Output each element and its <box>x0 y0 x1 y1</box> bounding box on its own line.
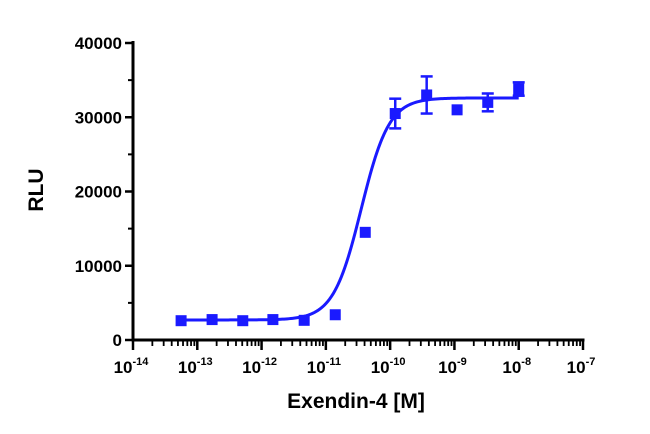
data-point <box>237 315 249 327</box>
y-axis-label: RLU <box>25 168 48 211</box>
data-point <box>513 83 525 95</box>
y-tick-label: 30000 <box>75 108 122 127</box>
x-tick-exponent: -12 <box>261 356 277 368</box>
x-axis-label: Exendin-4 [M] <box>287 390 425 413</box>
data-point <box>482 96 494 108</box>
y-tick-label: 20000 <box>75 183 122 202</box>
data-point <box>206 314 218 326</box>
x-tick-label: 10-10 <box>371 356 406 377</box>
fit-curve <box>181 96 519 322</box>
y-tick-label: 10000 <box>75 257 122 276</box>
data-point <box>451 104 463 116</box>
data-points <box>175 83 525 327</box>
y-tick-label: 0 <box>113 331 122 350</box>
x-tick-exponent: -8 <box>521 356 531 368</box>
fit-curve-group <box>181 96 519 322</box>
data-point <box>175 315 187 327</box>
x-tick-label: 10-14 <box>114 356 150 377</box>
error-bars <box>389 75 525 130</box>
x-tick-exponent: -10 <box>390 356 406 368</box>
data-point <box>298 314 310 326</box>
x-tick-exponent: -14 <box>133 356 150 368</box>
x-tick-label: 10-9 <box>438 356 467 377</box>
data-point <box>421 89 433 101</box>
data-point <box>267 314 279 326</box>
y-tick-label: 40000 <box>75 34 122 53</box>
data-point <box>329 309 341 321</box>
x-tick-label: 10-11 <box>307 356 341 377</box>
x-tick-label: 10-7 <box>567 356 596 377</box>
x-tick-label: 10-8 <box>502 356 531 377</box>
x-tick-label: 10-13 <box>178 356 213 377</box>
x-tick-exponent: -7 <box>586 356 596 368</box>
x-tick-exponent: -11 <box>326 356 341 368</box>
data-point <box>359 226 371 238</box>
x-tick-label: 10-12 <box>242 356 277 377</box>
data-point <box>389 108 401 120</box>
x-tick-exponent: -9 <box>457 356 467 368</box>
x-tick-exponent: -13 <box>197 356 213 368</box>
